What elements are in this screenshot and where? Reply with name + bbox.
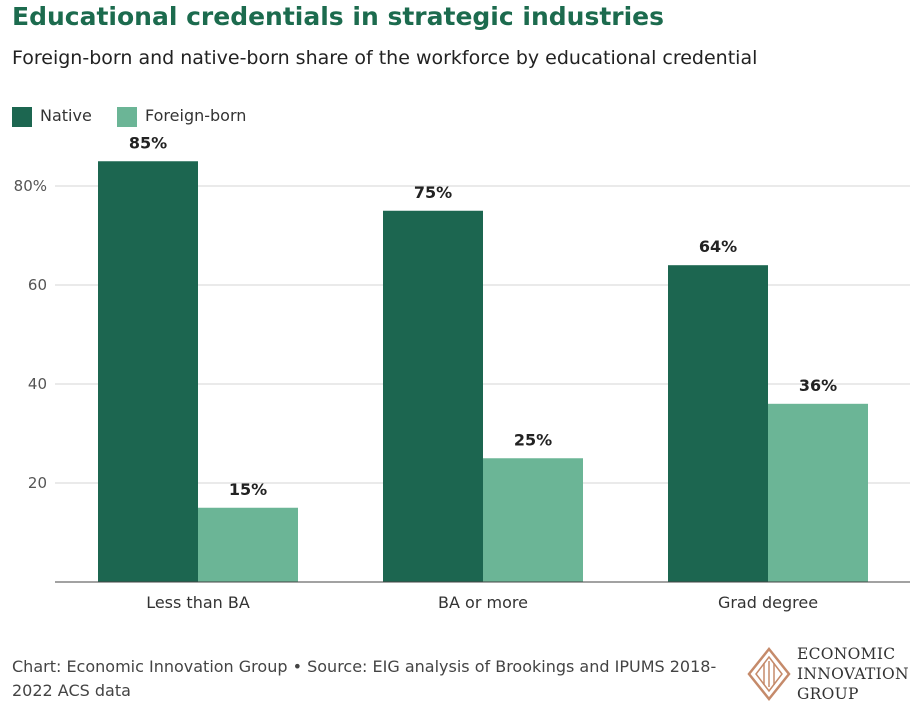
source-footer: Chart: Economic Innovation Group • Sourc… (12, 657, 717, 700)
data-label: 85% (129, 133, 167, 152)
legend-swatch-native (12, 107, 32, 127)
legend-label-native: Native (40, 106, 92, 125)
bar (668, 265, 768, 582)
y-tick-label: 20 (28, 474, 47, 492)
eig-logo: ECONOMIC INNOVATION GROUP (745, 643, 915, 705)
logo-line-3: GROUP (797, 685, 859, 703)
legend-swatch-foreign-born (117, 107, 137, 127)
bar (98, 161, 198, 582)
data-label: 25% (514, 430, 552, 449)
bar (483, 458, 583, 582)
bar (383, 210, 483, 582)
logo-line-2: INNOVATION (797, 665, 909, 683)
logo-line-1: ECONOMIC (797, 645, 896, 663)
chart-title: Educational credentials in strategic ind… (12, 2, 665, 31)
data-label: 75% (414, 183, 452, 202)
data-label: 64% (699, 237, 737, 256)
bar-chart: 20 40 60 80% 85% 15% Less than BA 75% 25% BA or m… (14, 133, 910, 612)
legend-label-foreign-born: Foreign-born (145, 106, 247, 125)
x-tick-label: Less than BA (146, 593, 250, 612)
bar (768, 403, 868, 582)
y-tick-label: 40 (28, 375, 47, 393)
y-tick-label: 80% (14, 177, 47, 195)
x-tick-label: Grad degree (718, 593, 818, 612)
data-label: 15% (229, 480, 267, 499)
diamond-logo-icon (747, 646, 791, 702)
chart-subtitle: Foreign-born and native-born share of th… (12, 47, 758, 69)
x-tick-label: BA or more (438, 593, 528, 612)
bar (198, 507, 298, 582)
data-label: 36% (799, 376, 837, 395)
y-tick-label: 60 (28, 276, 47, 294)
